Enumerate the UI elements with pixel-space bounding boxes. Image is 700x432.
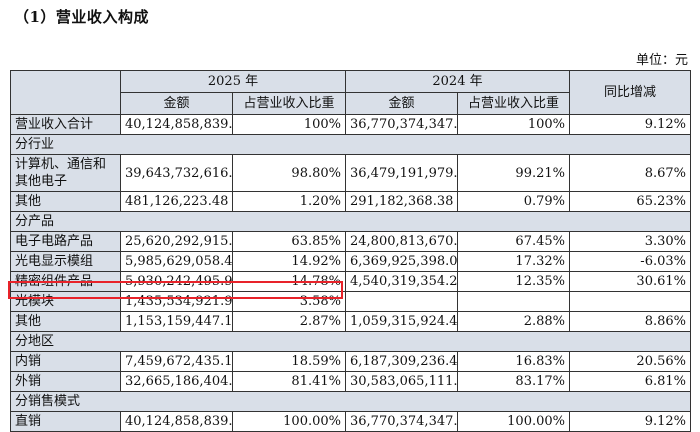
table-row: 光模块 1,435,534,921.96 3.58% xyxy=(10,291,691,312)
ratio-2024-cell xyxy=(457,291,570,312)
ratio-2024-cell: 2.88% xyxy=(457,311,570,332)
section-header-label: 分地区 xyxy=(10,331,691,352)
header-year-2025: 2025 年 xyxy=(120,70,346,93)
yoy-cell: 30.61% xyxy=(569,271,691,292)
ratio-2024-cell: 0.79% xyxy=(457,191,570,212)
ratio-2024-cell: 100% xyxy=(457,114,570,135)
section-title: （1）营业收入构成 xyxy=(14,8,149,26)
section-header-label: 分销售模式 xyxy=(10,391,691,412)
amount-2024-cell: 36,770,374,347.58 xyxy=(345,411,458,432)
yoy-cell: 8.67% xyxy=(569,154,691,192)
ratio-2025-cell: 1.20% xyxy=(232,191,346,212)
yoy-cell: 3.30% xyxy=(569,231,691,252)
row-label: 外销 xyxy=(10,371,121,392)
yoy-cell: -6.03% xyxy=(569,251,691,272)
ratio-2025-cell: 3.58% xyxy=(232,291,346,312)
amount-2025-cell: 1,153,159,447.10 xyxy=(120,311,233,332)
row-label: 直销 xyxy=(10,411,121,432)
table-section-header: 分产品 xyxy=(10,211,691,232)
row-label: 内销 xyxy=(10,351,121,372)
ratio-2025-cell: 63.85% xyxy=(232,231,346,252)
amount-2025-cell: 5,985,629,058.48 xyxy=(120,251,233,272)
amount-2025-cell: 25,620,292,915.99 xyxy=(120,231,233,252)
table-row: 直销40,124,858,839.52100.00%36,770,374,347… xyxy=(10,411,691,432)
ratio-2025-cell: 81.41% xyxy=(232,371,346,392)
row-label: 光模块 xyxy=(10,291,121,312)
ratio-2024-cell: 12.35% xyxy=(457,271,570,292)
amount-2024-cell: 24,800,813,670.87 xyxy=(345,231,458,252)
table-row: 光电显示模组 5,985,629,058.48 14.92% 6,369,925,39… xyxy=(10,251,691,272)
header-yoy: 同比增减 xyxy=(569,70,691,115)
table-row: 其他 481,126,223.48 1.20% 291,182,368.38 0.79%… xyxy=(10,191,691,212)
yoy-cell: 8.86% xyxy=(569,311,691,332)
ratio-2025-cell: 2.87% xyxy=(232,311,346,332)
ratio-2025-cell: 14.92% xyxy=(232,251,346,272)
amount-2025-cell: 32,665,186,404.40 xyxy=(120,371,233,392)
amount-2024-cell: 36,770,374,347.58 xyxy=(345,114,458,135)
row-label: 营业收入合计 xyxy=(10,114,121,135)
ratio-2024-cell: 17.32% xyxy=(457,251,570,272)
row-label: 其他 xyxy=(10,311,121,332)
yoy-cell: 9.12% xyxy=(569,411,691,432)
amount-2025-cell: 1,435,534,921.96 xyxy=(120,291,233,312)
ratio-2024-cell: 83.17% xyxy=(457,371,570,392)
table-row: 计算机、通信和其他电子39,643,732,616.0498.80%36,479… xyxy=(10,154,691,192)
section-header-label: 分行业 xyxy=(10,134,691,155)
ratio-2025-cell: 98.80% xyxy=(232,154,346,192)
table-section-header: 分行业 xyxy=(10,134,691,155)
ratio-2024-cell: 16.83% xyxy=(457,351,570,372)
amount-2025-cell: 39,643,732,616.04 xyxy=(120,154,233,192)
amount-2024-cell: 1,059,315,924.42 xyxy=(345,311,458,332)
ratio-2024-cell: 99.21% xyxy=(457,154,570,192)
row-label: 电子电路产品 xyxy=(10,231,121,252)
table-row: 内销 7,459,672,435.12 18.59% 6,187,309,236.49… xyxy=(10,351,691,372)
amount-2024-cell: 4,540,319,354.27 xyxy=(345,271,458,292)
header-amount-2024: 金额 xyxy=(345,92,458,115)
yoy-cell: 9.12% xyxy=(569,114,691,135)
amount-2024-cell: 291,182,368.38 xyxy=(345,191,458,212)
table-row: 电子电路产品25,620,292,915.9963.85%24,800,813,… xyxy=(10,231,691,252)
header-ratio-2024: 占营业收入比重 xyxy=(457,92,570,115)
ratio-2024-cell: 67.45% xyxy=(457,231,570,252)
row-label: 其他 xyxy=(10,191,121,212)
amount-2024-cell: 30,583,065,111.09 xyxy=(345,371,458,392)
yoy-cell xyxy=(569,291,691,312)
revenue-table: 2025 年 2024 年 同比增减 金额 占营业收入比重 金额 占营业收入比重… xyxy=(10,70,691,432)
section-header-label: 分产品 xyxy=(10,211,691,232)
ratio-2025-cell: 14.78% xyxy=(232,271,346,292)
table-row: 精密组件产品 5,930,242,495.99 14.78% 4,540,319,35… xyxy=(10,271,691,292)
table-row: 外销32,665,186,404.4081.41%30,583,065,111.… xyxy=(10,371,691,392)
row-label: 光电显示模组 xyxy=(10,251,121,272)
table-section-header: 分销售模式 xyxy=(10,391,691,412)
row-label: 精密组件产品 xyxy=(10,271,121,292)
ratio-2024-cell: 100.00% xyxy=(457,411,570,432)
unit-label: 单位：元 xyxy=(635,53,688,68)
table-row-total: 营业收入合计 40,124,858,839.52 100% 36,770,374… xyxy=(10,114,691,135)
yoy-cell: 20.56% xyxy=(569,351,691,372)
ratio-2025-cell: 100% xyxy=(232,114,346,135)
amount-2024-cell xyxy=(345,291,458,312)
amount-2024-cell: 6,369,925,398.02 xyxy=(345,251,458,272)
amount-2025-cell: 7,459,672,435.12 xyxy=(120,351,233,372)
amount-2025-cell: 40,124,858,839.52 xyxy=(120,114,233,135)
amount-2025-cell: 40,124,858,839.52 xyxy=(120,411,233,432)
yoy-cell: 6.81% xyxy=(569,371,691,392)
amount-2025-cell: 5,930,242,495.99 xyxy=(120,271,233,292)
ratio-2025-cell: 100.00% xyxy=(232,411,346,432)
amount-2024-cell: 6,187,309,236.49 xyxy=(345,351,458,372)
row-label: 计算机、通信和其他电子 xyxy=(10,154,121,192)
amount-2025-cell: 481,126,223.48 xyxy=(120,191,233,212)
table-section-header: 分地区 xyxy=(10,331,691,352)
header-blank xyxy=(10,70,121,115)
yoy-cell: 65.23% xyxy=(569,191,691,212)
ratio-2025-cell: 18.59% xyxy=(232,351,346,372)
header-amount-2025: 金额 xyxy=(120,92,233,115)
amount-2024-cell: 36,479,191,979.20 xyxy=(345,154,458,192)
table-row: 其他 1,153,159,447.10 2.87% 1,059,315,924.42 2… xyxy=(10,311,691,332)
header-ratio-2025: 占营业收入比重 xyxy=(232,92,346,115)
header-year-2024: 2024 年 xyxy=(345,70,570,93)
